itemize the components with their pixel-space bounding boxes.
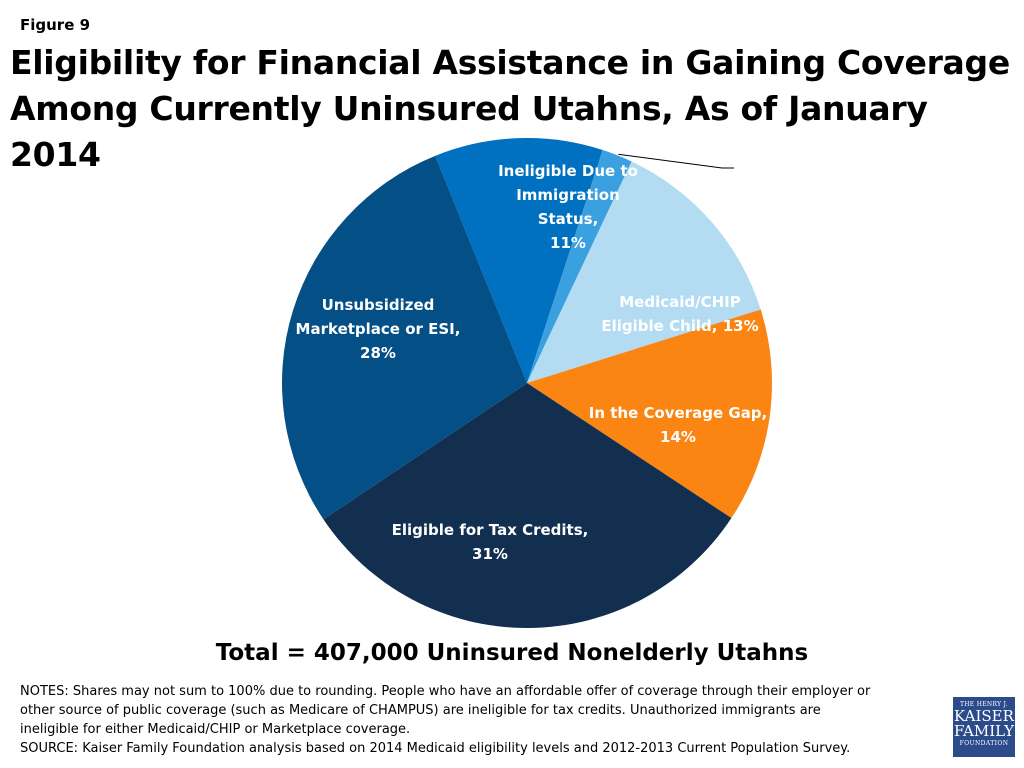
notes-block: NOTES: Shares may not sum to 100% due to… <box>20 682 930 758</box>
chart-title: Eligibility for Financial Assistance in … <box>10 43 1010 174</box>
pie-slice <box>527 309 773 519</box>
pie-slice <box>435 137 603 383</box>
slice-label: Medicaid Eligible Adult, 2% <box>728 145 872 187</box>
notes-line: ineligible for either Medicaid/CHIP or M… <box>20 722 411 737</box>
slice-label: Unsubsidized Marketplace or ESI, 28% <box>296 296 461 362</box>
figure-label: Figure 9 <box>20 16 91 34</box>
source-line: SOURCE: Kaiser Family Foundation analysi… <box>20 741 851 756</box>
logo-text: KAISER <box>954 707 1014 725</box>
slice-label: Medicaid/CHIP Eligible Child, 13% <box>601 293 758 335</box>
slice-label: Ineligible Due to Immigration Status, 11% <box>498 162 638 252</box>
callout-line <box>618 153 734 169</box>
notes-line: NOTES: Shares may not sum to 100% due to… <box>20 684 871 699</box>
kff-logo: THE HENRY J. KAISER FAMILY FOUNDATION <box>953 697 1015 757</box>
pie-slice <box>527 161 761 383</box>
pie-slice <box>281 155 527 520</box>
total-caption: Total = 407,000 Uninsured Nonelderly Uta… <box>215 640 809 666</box>
logo-text: THE HENRY J. <box>959 701 1009 708</box>
logo-text: FOUNDATION <box>959 740 1009 747</box>
logo-text: FAMILY <box>953 722 1015 740</box>
slice-label: Eligible for Tax Credits, 31% <box>392 521 589 563</box>
notes-line: other source of public coverage (such as… <box>20 703 821 718</box>
pie-slice <box>527 149 632 383</box>
slice-label: In the Coverage Gap, 14% <box>589 404 768 446</box>
pie-slice <box>323 383 732 629</box>
